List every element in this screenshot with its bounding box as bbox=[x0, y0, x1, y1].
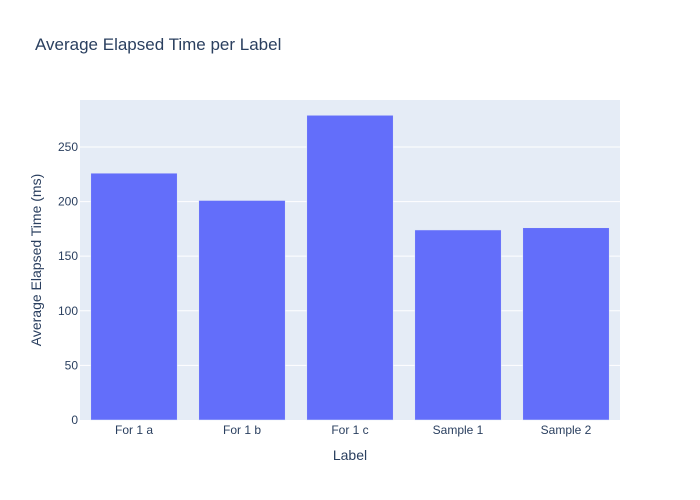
y-axis-ticks: 0 50 100 150 200 250 bbox=[58, 140, 78, 427]
x-tick-label: For 1 a bbox=[115, 423, 153, 437]
x-tick-label: For 1 c bbox=[331, 423, 368, 437]
bar bbox=[198, 200, 286, 421]
bar bbox=[522, 227, 610, 421]
y-tick-label: 100 bbox=[58, 304, 78, 318]
y-tick-label: 250 bbox=[58, 140, 78, 154]
y-tick-label: 200 bbox=[58, 195, 78, 209]
bar bbox=[414, 229, 502, 421]
x-tick-label: Sample 2 bbox=[541, 423, 592, 437]
y-tick-label: 150 bbox=[58, 249, 78, 263]
x-axis-ticks: For 1 a For 1 b For 1 c Sample 1 Sample 2 bbox=[115, 423, 592, 437]
bars bbox=[90, 115, 610, 421]
x-tick-label: Sample 1 bbox=[433, 423, 484, 437]
x-tick-label: For 1 b bbox=[223, 423, 261, 437]
chart-title: Average Elapsed Time per Label bbox=[35, 35, 281, 54]
bar bbox=[306, 115, 394, 421]
x-axis-title: Label bbox=[333, 447, 367, 463]
bar bbox=[90, 172, 178, 421]
y-tick-label: 50 bbox=[65, 358, 79, 372]
y-axis-title: Average Elapsed Time (ms) bbox=[28, 174, 44, 346]
y-tick-label: 0 bbox=[71, 413, 78, 427]
